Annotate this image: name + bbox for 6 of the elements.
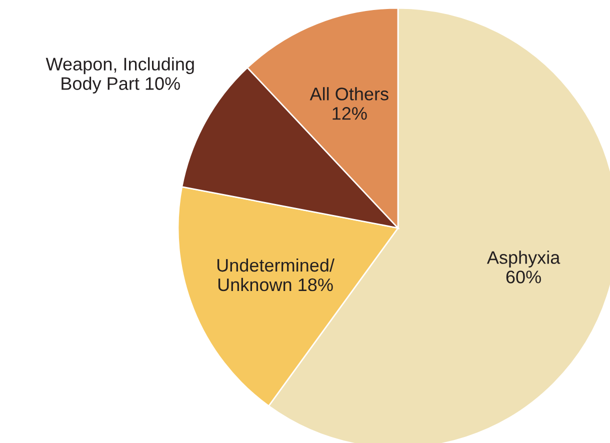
slice-label: All Others — [310, 87, 388, 100]
data-label: 12% — [332, 107, 367, 120]
slice-label: Undetermined/ Unknown 18% — [217, 258, 334, 292]
slice-label: Weapon, Including Body Part 10% — [46, 57, 194, 94]
slice-label: Asphyxia — [486, 250, 560, 268]
data-label: 60% — [506, 270, 541, 284]
